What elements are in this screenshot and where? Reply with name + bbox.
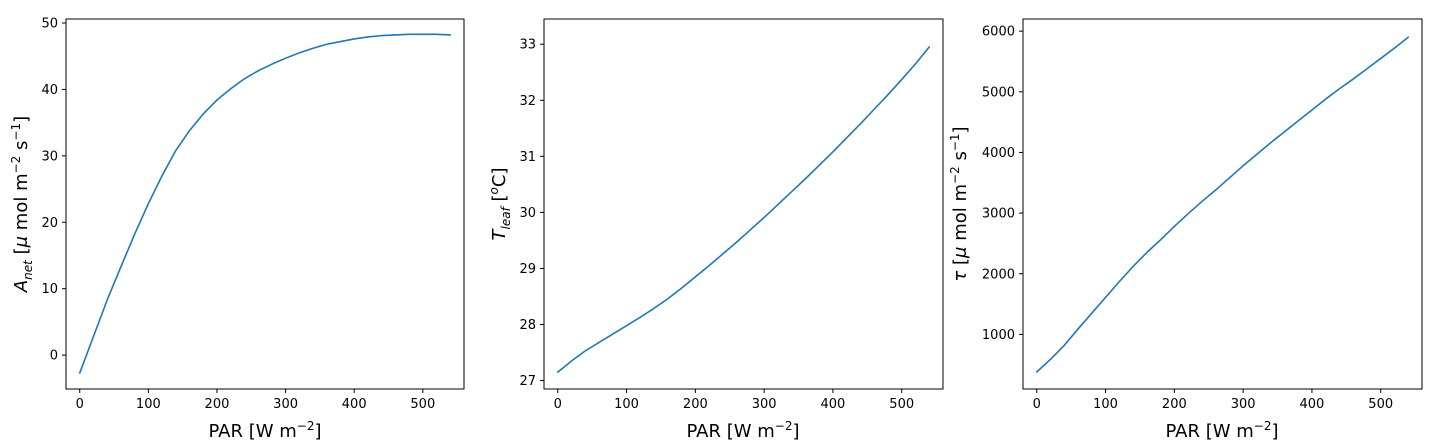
tleaf-y-ticks: 27 28 29 30 31 32 33: [519, 38, 544, 389]
tleaf-y-tick-label: 32: [519, 94, 536, 109]
tau-x-ticks: 0 100 200 300 400 500: [1033, 389, 1393, 412]
anet-x-tick-label: 500: [410, 397, 435, 412]
anet-series-line-0: [78, 33, 452, 374]
anet-y-axis-label: Anet [μ mol m−2 s−1]: [9, 116, 35, 293]
anet-panel: 0 100 200 300 400 500 0 10 20 30 40 50 PAR [W m−2]…: [9, 16, 465, 442]
tleaf-x-tick-label: 300: [752, 397, 777, 412]
tau-x-tick-label: 0: [1033, 397, 1041, 412]
tau-y-tick-label: 3000: [982, 207, 1015, 222]
tleaf-x-tick-label: 0: [554, 397, 562, 412]
tleaf-y-axis-label: Tleaf [oC]: [487, 168, 513, 241]
tau-x-tick-label: 300: [1231, 397, 1256, 412]
anet-y-tick-label: 30: [41, 149, 58, 164]
anet-x-tick-label: 0: [76, 397, 84, 412]
tleaf-y-tick-label: 30: [519, 206, 536, 221]
tleaf-axes-frame: [543, 18, 944, 390]
anet-x-tick-label: 200: [205, 397, 230, 412]
tleaf-series: [556, 46, 931, 373]
anet-axes-frame: [65, 18, 465, 390]
tau-y-tick-label: 1000: [982, 328, 1015, 343]
tau-series: [1035, 36, 1410, 373]
tleaf-x-axis-label: PAR [W m−2]: [686, 419, 799, 442]
tleaf-x-tick-label: 400: [821, 397, 846, 412]
anet-x-ticks: 0 100 200 300 400 500: [76, 389, 435, 412]
tau-series-line-0: [1035, 36, 1410, 373]
tau-x-tick-label: 100: [1093, 397, 1118, 412]
anet-series: [78, 33, 452, 374]
tleaf-x-tick-label: 100: [614, 397, 639, 412]
anet-y-tick-label: 40: [41, 83, 58, 98]
anet-plot-area: [65, 18, 465, 390]
tleaf-x-tick-label: 500: [889, 397, 914, 412]
tleaf-y-tick-label: 33: [519, 38, 536, 53]
tau-y-axis-label: τ [μ mol m−2 s−1]: [948, 126, 971, 281]
tleaf-y-tick-label: 31: [519, 150, 536, 165]
tau-axes-frame: [1022, 18, 1423, 390]
tleaf-plot-area: [543, 18, 944, 390]
anet-y-tick-label: 10: [41, 282, 58, 297]
tleaf-x-ticks: 0 100 200 300 400 500: [554, 389, 914, 412]
tleaf-series-line-0: [556, 46, 931, 373]
anet-x-axis-label: PAR [W m−2]: [208, 419, 321, 442]
tau-y-tick-label: 5000: [982, 85, 1015, 100]
anet-y-ticks: 0 10 20 30 40 50: [41, 16, 66, 364]
anet-y-tick-label: 50: [41, 16, 58, 31]
tau-plot-area: [1022, 18, 1423, 390]
tau-x-axis-label: PAR [W m−2]: [1165, 419, 1278, 442]
anet-x-tick-label: 300: [273, 397, 298, 412]
tleaf-y-tick-label: 28: [519, 318, 536, 333]
anet-y-tick-label: 0: [50, 349, 58, 364]
tau-y-tick-label: 6000: [982, 25, 1015, 40]
tau-panel: 0 100 200 300 400 500 1000 2000 3000 4000 5000 600…: [948, 18, 1423, 442]
anet-x-tick-label: 400: [342, 397, 367, 412]
tau-y-tick-label: 2000: [982, 267, 1015, 282]
tau-y-tick-label: 4000: [982, 146, 1015, 161]
anet-y-tick-label: 20: [41, 216, 58, 231]
tau-x-tick-label: 500: [1368, 397, 1393, 412]
tau-x-tick-label: 400: [1300, 397, 1325, 412]
tleaf-y-tick-label: 29: [519, 262, 536, 277]
tleaf-x-tick-label: 200: [683, 397, 708, 412]
tleaf-panel: 0 100 200 300 400 500 27 28 29 30 31 32 33 PAR [W m…: [487, 18, 944, 442]
tau-y-ticks: 1000 2000 3000 4000 5000 6000: [982, 25, 1023, 343]
anet-x-tick-label: 100: [136, 397, 161, 412]
tau-x-tick-label: 200: [1162, 397, 1187, 412]
tleaf-y-tick-label: 27: [519, 374, 536, 389]
